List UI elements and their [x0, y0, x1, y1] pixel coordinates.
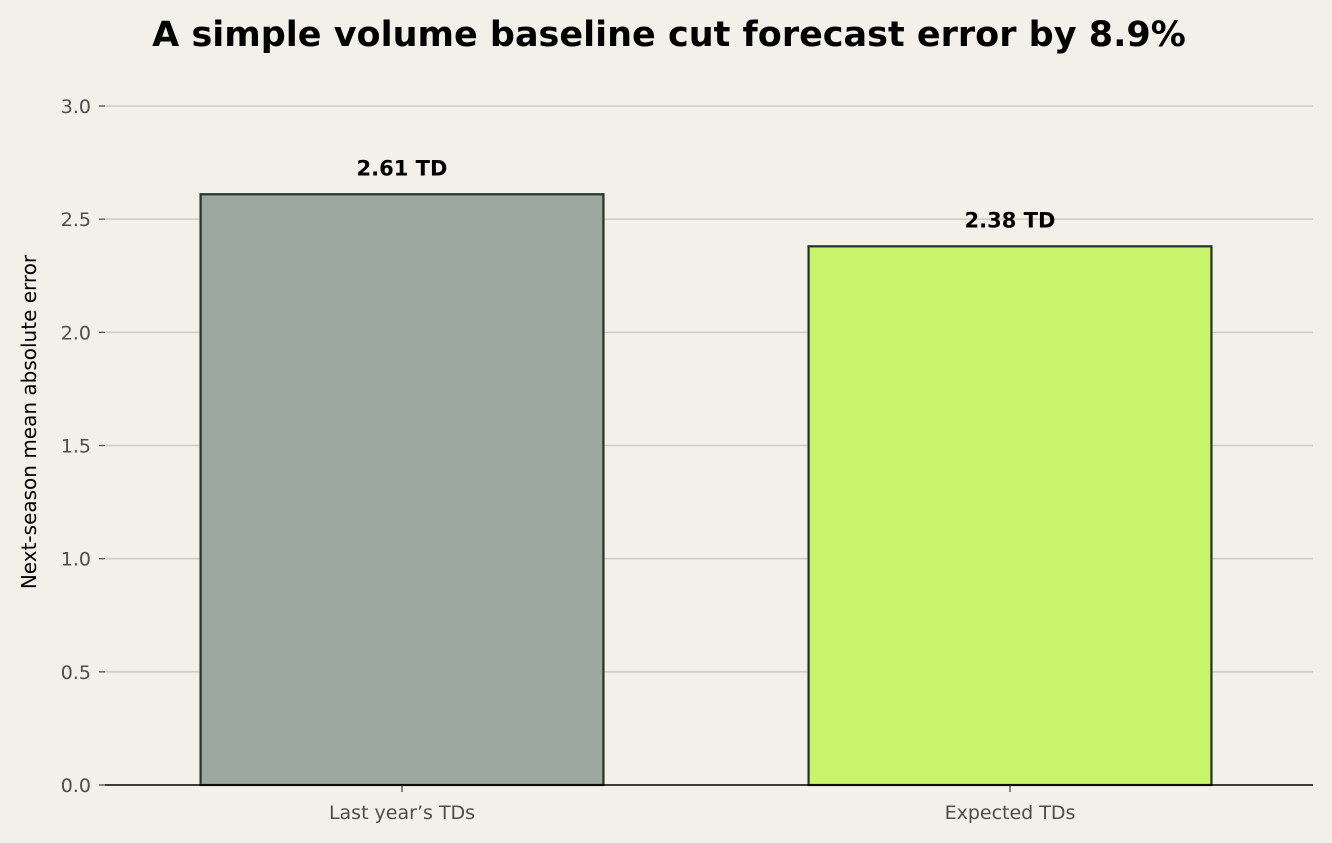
y-tick-label: 0.0: [61, 775, 91, 797]
bar-value-label: 2.61 TD: [357, 156, 448, 180]
chart-title: A simple volume baseline cut forecast er…: [152, 15, 1186, 55]
bar-value-label: 2.38 TD: [965, 208, 1056, 232]
y-tick-label: 2.5: [61, 209, 91, 231]
y-tick-label: 0.5: [61, 662, 91, 684]
y-tick-label: 2.0: [61, 322, 91, 344]
x-tick-label: Expected TDs: [945, 802, 1076, 824]
bars: [199, 193, 1213, 787]
bar: [199, 193, 605, 787]
axes: 0.0 0.5 1.0 1.5 2.0 2.5 3.0 Last year’s TDs Expe…: [61, 96, 1313, 824]
y-axis-label: Next-season mean absolute error: [17, 254, 41, 589]
bar: [807, 245, 1213, 787]
y-tick-label: 1.0: [61, 549, 91, 571]
y-tick-label: 1.5: [61, 436, 91, 458]
x-tick-label: Last year’s TDs: [329, 802, 475, 824]
y-tick-label: 3.0: [61, 96, 91, 118]
value-labels: 2.61 TD 2.38 TD: [357, 156, 1056, 232]
